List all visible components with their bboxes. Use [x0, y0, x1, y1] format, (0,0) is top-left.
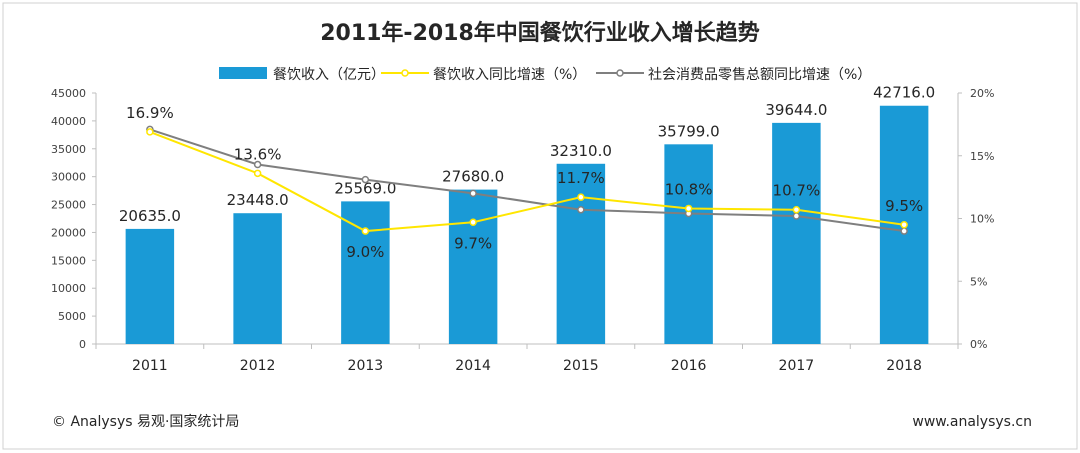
growth-value-label: 11.7% — [557, 169, 605, 187]
right-tick-label: 5% — [970, 275, 987, 288]
bar-2016 — [664, 144, 713, 344]
bar-value-label: 20635.0 — [119, 207, 181, 225]
bar-2012 — [233, 213, 282, 344]
right-tick-label: 10% — [970, 213, 994, 226]
growth-value-label: 16.9% — [126, 104, 174, 122]
line-point-1 — [469, 218, 477, 227]
bar-2013 — [341, 201, 390, 344]
bar-value-label: 42716.0 — [873, 84, 935, 102]
x-tick-label: 2012 — [240, 358, 276, 374]
x-axis-ticks: 2011 2012 2013 2014 2015 2016 2017 2018 — [95, 344, 959, 374]
x-tick-label: 2018 — [886, 358, 922, 374]
bar-value-label: 27680.0 — [442, 168, 504, 186]
line-point-2 — [792, 212, 801, 220]
line-point-1 — [900, 221, 908, 229]
bar-value-label: 25569.0 — [334, 179, 396, 197]
left-tick-label: 15000 — [51, 254, 86, 267]
right-axis-ticks: 0% 5% 10% 15% 20% — [958, 87, 994, 351]
footer-website: www.analysys.cn — [912, 414, 1032, 430]
legend-marker-revenue-growth — [401, 69, 409, 77]
left-tick-label: 30000 — [51, 171, 86, 184]
left-tick-label: 25000 — [51, 199, 86, 212]
left-tick-label: 45000 — [51, 87, 86, 100]
growth-value-label: 10.8% — [665, 180, 713, 198]
growth-value-label: 9.7% — [454, 234, 492, 252]
bar-2015 — [556, 163, 606, 344]
x-tick-label: 2013 — [348, 358, 384, 374]
x-tick-label: 2015 — [563, 358, 599, 374]
line-labels: 16.9% 13.6% 9.0% 9.7% 11.7% 10.8% 10.7% 9.5% — [126, 104, 923, 261]
x-tick-label: 2014 — [455, 358, 491, 374]
line-point-1 — [253, 169, 262, 178]
left-tick-label: 0 — [79, 338, 86, 351]
line-point-1 — [792, 205, 801, 214]
chart-title: 2011年-2018年中国餐饮行业收入增长趋势 — [320, 20, 760, 46]
right-tick-label: 0% — [970, 338, 987, 351]
footer-source: © Analysys 易观·国家统计局 — [52, 413, 239, 430]
line-point-2 — [361, 175, 370, 184]
legend-label-revenue-growth: 餐饮收入同比增速（%） — [433, 67, 586, 83]
growth-value-label: 10.7% — [773, 182, 821, 200]
x-tick-label: 2011 — [132, 358, 168, 374]
bar-value-label: 35799.0 — [658, 122, 720, 140]
line-point-1 — [577, 193, 585, 201]
bar-value-label: 23448.0 — [227, 191, 289, 209]
legend-label-revenue: 餐饮收入（亿元） — [273, 67, 385, 83]
legend: 餐饮收入（亿元） 餐饮收入同比增速（%） 社会消费品零售总额同比增速（%） — [219, 67, 871, 83]
legend-marker-retail-growth — [616, 69, 624, 77]
line-point-2 — [900, 227, 908, 235]
growth-value-label: 9.0% — [346, 243, 384, 261]
line-point-2 — [253, 160, 262, 169]
bar-2011 — [125, 228, 175, 344]
left-tick-label: 5000 — [58, 310, 86, 323]
legend-label-retail-growth: 社会消费品零售总额同比增速（%） — [648, 67, 871, 83]
left-tick-label: 35000 — [51, 143, 86, 156]
x-tick-label: 2017 — [779, 358, 815, 374]
growth-value-label: 13.6% — [234, 145, 282, 163]
bar-labels: 20635.0 23448.0 25569.0 27680.0 32310.0 35799… — [119, 84, 935, 225]
bar-value-label: 32310.0 — [550, 142, 612, 160]
left-tick-label: 40000 — [51, 115, 86, 128]
bar-2017 — [772, 122, 821, 345]
line-point-1 — [361, 227, 370, 235]
left-tick-label: 10000 — [51, 282, 86, 295]
legend-swatch-revenue — [219, 67, 267, 79]
x-tick-label: 2016 — [671, 358, 707, 374]
bar-value-label: 39644.0 — [765, 101, 827, 119]
right-tick-label: 20% — [970, 87, 994, 100]
line-point-1 — [146, 128, 154, 136]
line-point-2 — [577, 205, 585, 214]
line-point-1 — [684, 204, 693, 213]
left-tick-label: 20000 — [51, 226, 86, 239]
line-point-2 — [469, 189, 477, 198]
growth-value-label: 9.5% — [885, 197, 923, 215]
line-series-1 — [149, 130, 905, 233]
line-series — [146, 125, 908, 235]
line-series-2 — [149, 128, 905, 233]
bar-2014 — [448, 189, 498, 344]
left-axis-ticks: 0 5000 10000 15000 20000 25000 30000 35000 40000… — [51, 87, 96, 351]
right-tick-label: 15% — [970, 150, 994, 163]
